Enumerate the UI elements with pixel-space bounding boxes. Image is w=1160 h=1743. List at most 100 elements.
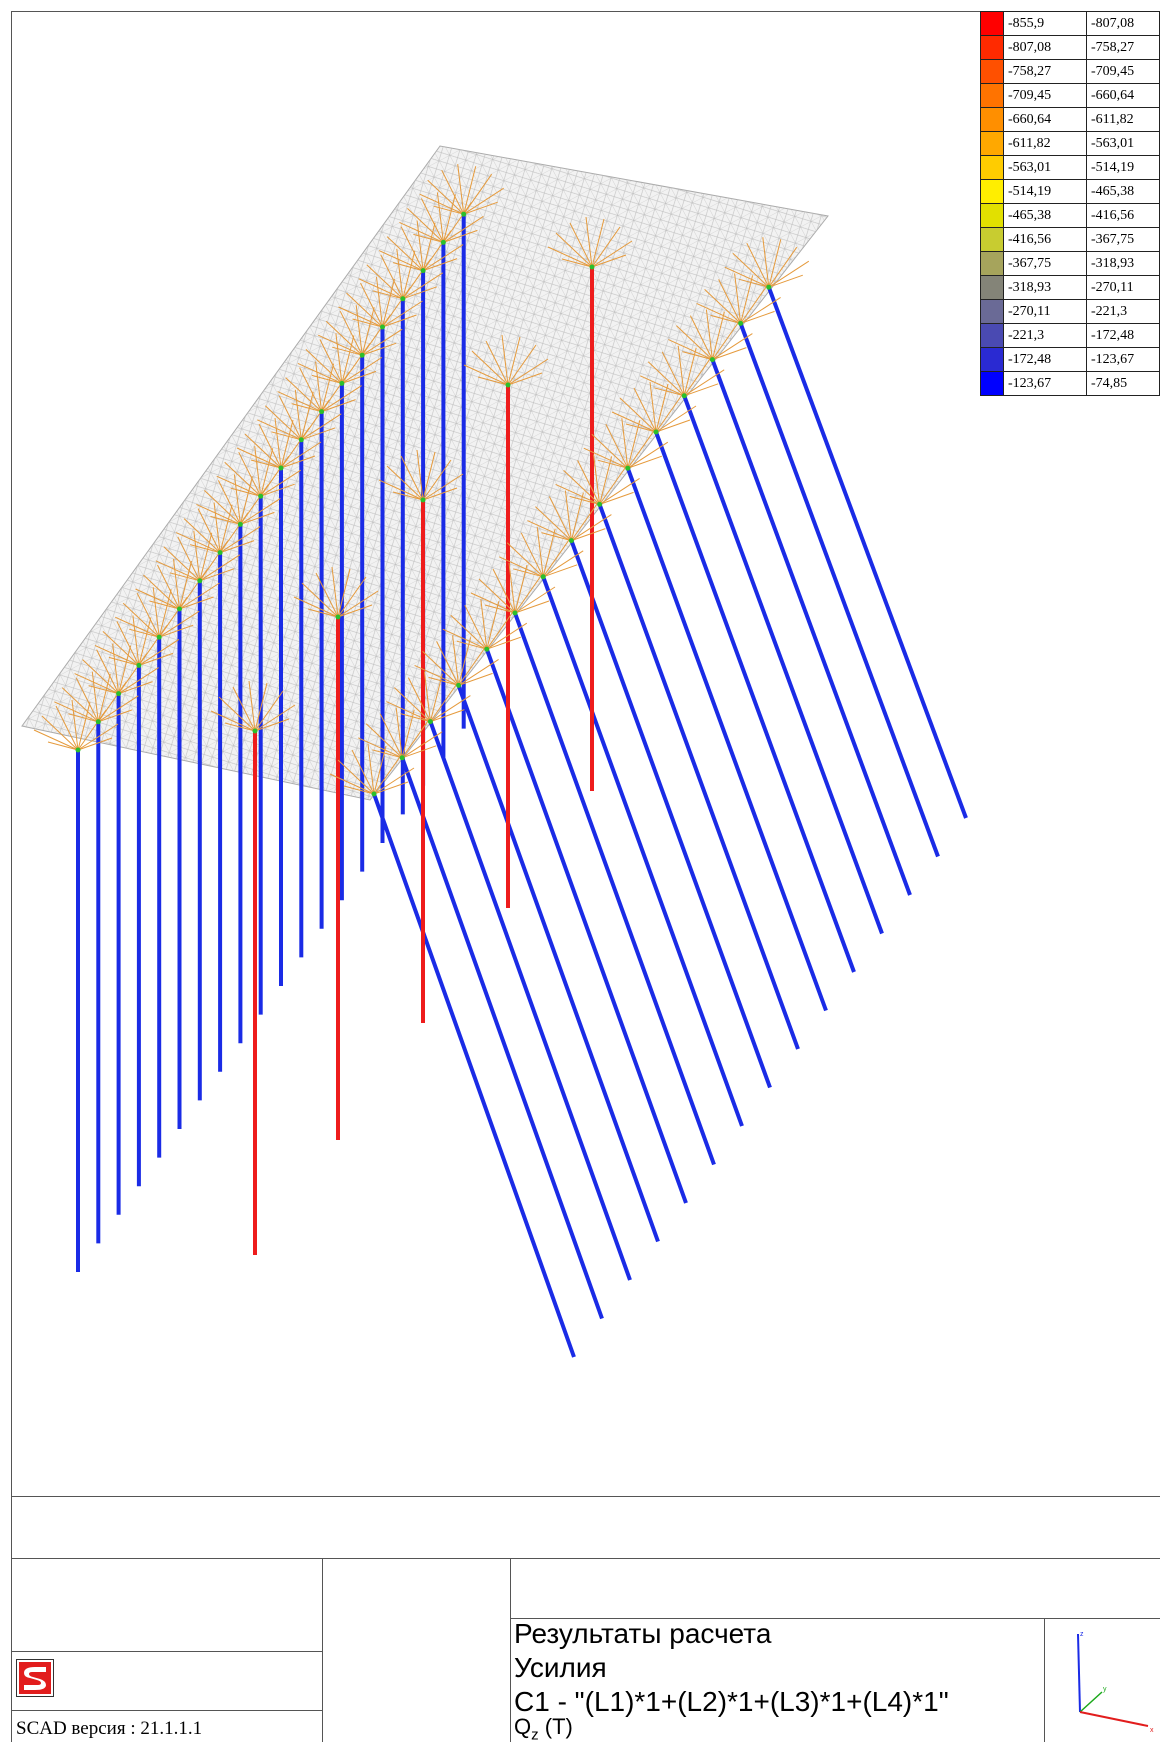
legend-swatch <box>980 11 1004 36</box>
pile-head-links <box>236 417 322 471</box>
legend-swatch <box>980 323 1004 348</box>
legend-row: -318,93 -270,11 <box>980 275 1160 300</box>
pile-head-links <box>442 599 528 652</box>
legend-row: -758,27 -709,45 <box>980 59 1160 84</box>
legend-swatch <box>980 275 1004 300</box>
legend-swatch <box>980 35 1004 60</box>
legend-row: -123,67 -74,85 <box>980 371 1160 396</box>
svg-text:x: x <box>1150 1727 1154 1734</box>
legend-swatch <box>980 83 1004 108</box>
pile-shaft <box>597 503 800 1050</box>
legend-from-value: -416,56 <box>1003 227 1087 252</box>
pile-shaft <box>372 793 576 1358</box>
pile-head-links <box>378 449 464 503</box>
legend-from-value: -660,64 <box>1003 107 1087 132</box>
legend-swatch <box>980 371 1004 396</box>
legend-to-value: -74,85 <box>1086 371 1160 396</box>
legend-to-value: -123,67 <box>1086 347 1160 372</box>
pile-head-links <box>74 643 159 697</box>
pile-head-links <box>498 526 584 580</box>
title-block-top-border <box>11 1496 1160 1497</box>
pile-head-links <box>196 474 281 527</box>
legend-from-value: -465,38 <box>1003 203 1087 228</box>
legend-from-value: -807,08 <box>1003 35 1087 60</box>
legend-from-value: -221,3 <box>1003 323 1087 348</box>
pile-shaft <box>710 358 912 896</box>
title-block-divider-2 <box>510 1558 511 1742</box>
pile-shaft <box>456 684 660 1243</box>
pile-head-links <box>357 707 443 761</box>
legend-to-value: -465,38 <box>1086 179 1160 204</box>
quantity-label: Qz (Т) <box>514 1714 573 1743</box>
pile-head-links <box>724 237 810 290</box>
legend-from-value: -758,27 <box>1003 59 1087 84</box>
pile-head-links <box>210 680 296 734</box>
legend-to-value: -563,01 <box>1086 131 1160 156</box>
svg-text:y: y <box>1103 1686 1107 1693</box>
title-block-divider-3 <box>1044 1618 1045 1742</box>
pile-shaft <box>541 576 744 1127</box>
pile-head-links <box>463 334 549 388</box>
legend-swatch <box>980 131 1004 156</box>
legend-to-value: -709,45 <box>1086 59 1160 84</box>
pile-shaft <box>484 648 688 1204</box>
legend-row: -660,64 -611,82 <box>980 107 1160 132</box>
legend-to-value: -660,64 <box>1086 83 1160 108</box>
pile-shaft <box>400 757 604 1320</box>
pile-head-links <box>527 490 612 544</box>
legend-swatch <box>980 203 1004 228</box>
software-version: SCAD версия : 21.1.1.1 <box>16 1718 203 1739</box>
pile-shaft <box>513 612 716 1166</box>
legend-row: -563,01 -514,19 <box>980 155 1160 180</box>
quantity-subscript: z <box>531 1726 539 1743</box>
legend-row: -465,38 -416,56 <box>980 203 1160 228</box>
pile-head-links <box>470 562 556 616</box>
legend-row: -367,75 -318,93 <box>980 251 1160 276</box>
legend-row: -611,82 -563,01 <box>980 131 1160 156</box>
legend-swatch <box>980 59 1004 84</box>
legend-to-value: -758,27 <box>1086 35 1160 60</box>
legend-row: -172,48 -123,67 <box>980 347 1160 372</box>
legend-to-value: -270,11 <box>1086 275 1160 300</box>
svg-text:z: z <box>1080 1631 1084 1638</box>
legend-swatch <box>980 107 1004 132</box>
pile-head-links <box>555 454 640 507</box>
legend-from-value: -318,93 <box>1003 275 1087 300</box>
pile-shaft <box>428 720 632 1281</box>
pile-head-links <box>293 566 379 620</box>
legend-to-value: -221,3 <box>1086 299 1160 324</box>
title-block-divider-1 <box>322 1558 323 1742</box>
legend-row: -221,3 -172,48 <box>980 323 1160 348</box>
pile-shaft <box>766 286 968 819</box>
drawing-frame <box>11 11 1160 1742</box>
quantity-symbol: Q <box>514 1714 532 1739</box>
quantity-unit: (Т) <box>538 1714 573 1739</box>
legend-row: -709,45 -660,64 <box>980 83 1160 108</box>
legend-from-value: -709,45 <box>1003 83 1087 108</box>
pile-head-links <box>611 381 697 435</box>
legend-to-value: -807,08 <box>1086 11 1160 36</box>
pile-head-links <box>358 248 444 302</box>
legend-swatch <box>980 227 1004 252</box>
legend-to-value: -172,48 <box>1086 323 1160 348</box>
pile-head-links <box>696 273 781 326</box>
pile-head-links <box>386 671 471 725</box>
result-subtitle: Усилия <box>514 1652 607 1683</box>
legend-row: -514,19 -465,38 <box>980 179 1160 204</box>
pile-head-links <box>639 345 725 399</box>
legend-to-value: -416,56 <box>1086 203 1160 228</box>
legend-row: -807,08 -758,27 <box>980 35 1160 60</box>
title-block-inner-border <box>11 1558 1160 1559</box>
color-legend: -855,9 -807,08 -807,08 -758,27 -758,27 -709,4… <box>980 11 1160 396</box>
legend-from-value: -123,67 <box>1003 371 1087 396</box>
pile-head-links <box>297 333 383 386</box>
legend-swatch <box>980 299 1004 324</box>
legend-from-value: -563,01 <box>1003 155 1087 180</box>
pile-shaft <box>654 431 856 973</box>
load-combination: С1 - "(L1)*1+(L2)*1+(L3)*1+(L4)*1" <box>514 1686 949 1717</box>
pile-head-links <box>414 635 499 688</box>
pile-head-links <box>175 502 261 556</box>
pile-head-links <box>399 192 484 245</box>
legend-swatch <box>980 347 1004 372</box>
